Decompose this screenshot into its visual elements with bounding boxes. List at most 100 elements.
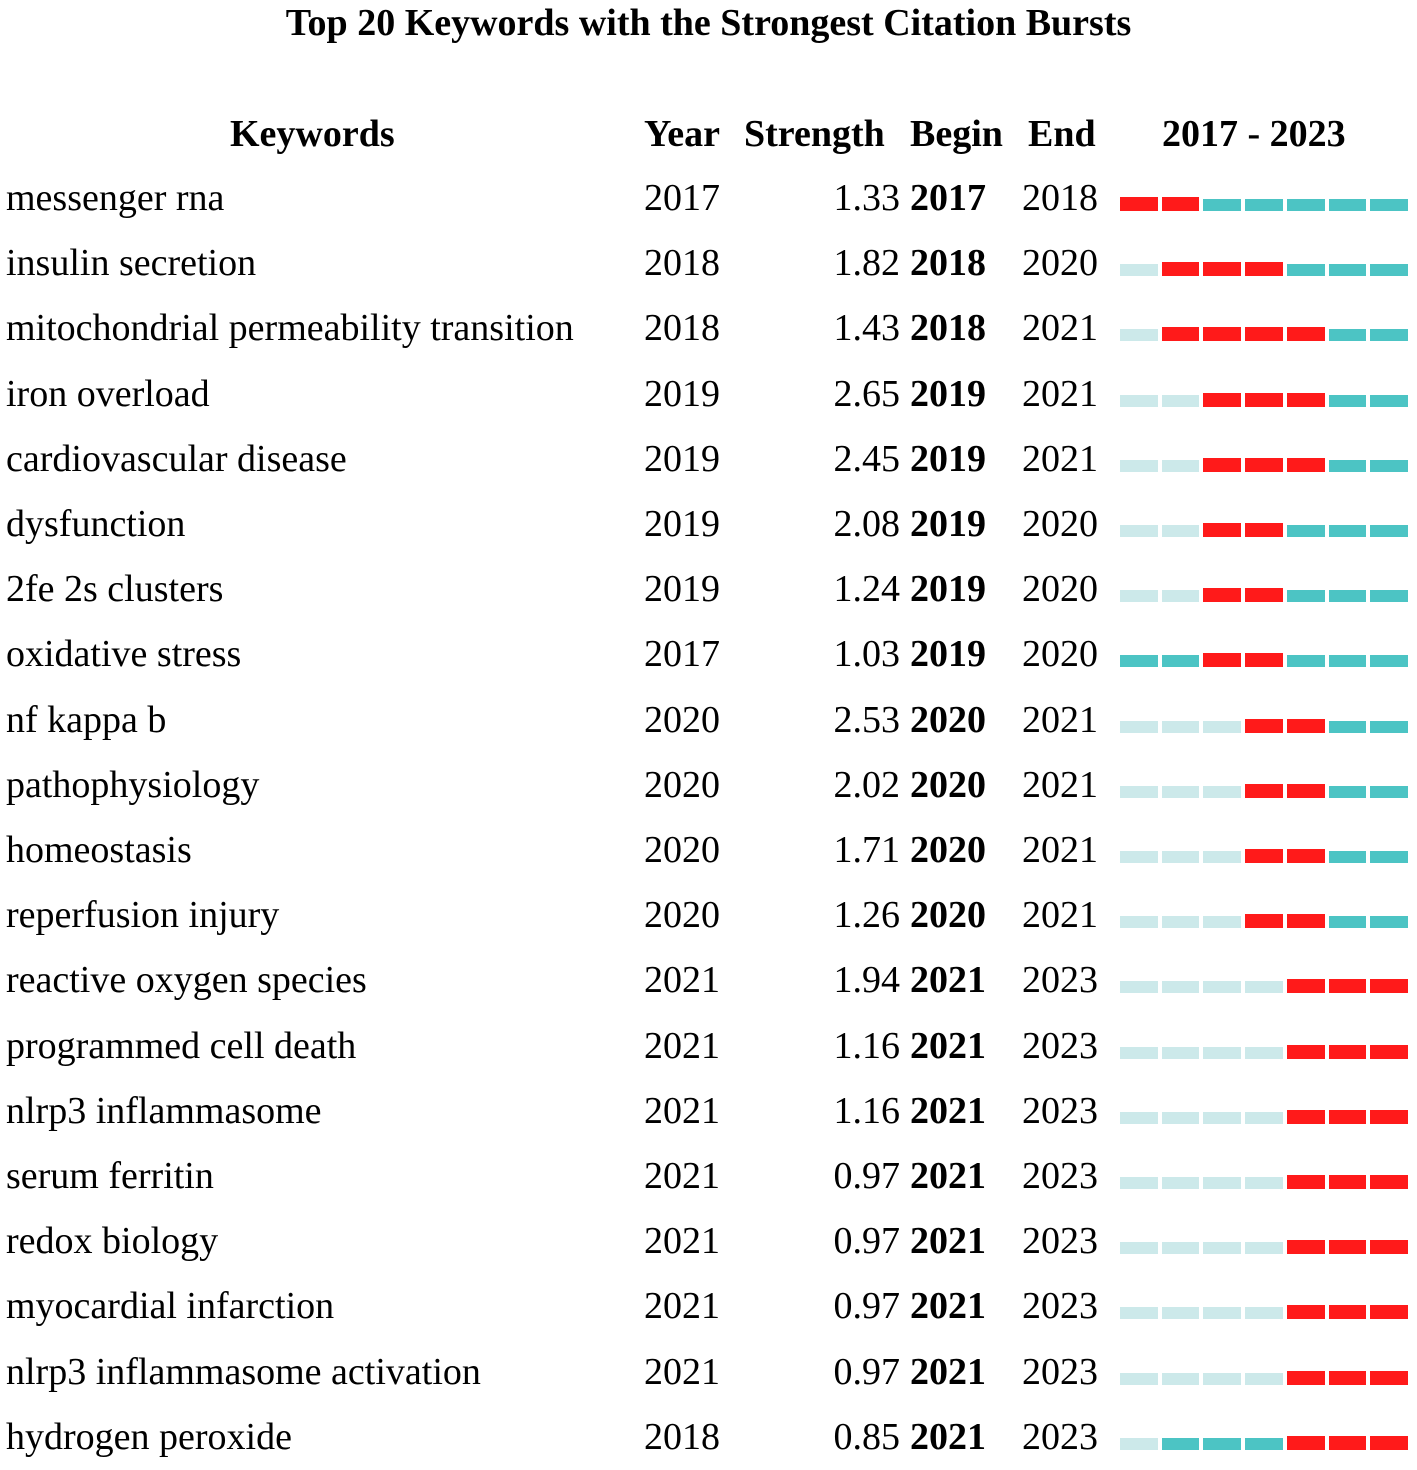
keyword-cell: nlrp3 inflammasome activation	[6, 1350, 481, 1393]
year-cell: 2017	[644, 633, 720, 676]
burst-timeline	[1120, 914, 1412, 930]
timeline-segment-burst	[1245, 327, 1283, 342]
keyword-cell: cardiovascular disease	[6, 437, 347, 480]
keyword-cell: nf kappa b	[6, 698, 167, 741]
burst-timeline	[1120, 197, 1412, 213]
burst-timeline	[1120, 1109, 1412, 1126]
strength-cell: 2.45	[833, 437, 901, 480]
timeline-segment-active	[1328, 459, 1367, 472]
header-begin: Begin	[910, 113, 1003, 155]
timeline-segment-burst	[1328, 1240, 1367, 1255]
timeline-segment-burst	[1286, 1109, 1325, 1124]
timeline-segment-inactive	[1245, 981, 1283, 994]
end-cell: 2021	[1022, 829, 1098, 871]
timeline-segment-inactive	[1245, 1046, 1283, 1059]
timeline-segment-burst	[1328, 1370, 1367, 1385]
keyword-cell: hydrogen peroxide	[6, 1415, 292, 1458]
timeline-segment-burst	[1328, 1109, 1367, 1124]
begin-cell: 2019	[910, 633, 986, 676]
begin-cell: 2021	[910, 959, 986, 1002]
timeline-segment-burst	[1370, 1305, 1408, 1320]
timeline-segment-inactive	[1120, 1177, 1158, 1189]
burst-timeline	[1120, 1435, 1412, 1452]
timeline-segment-burst	[1328, 1044, 1367, 1059]
year-cell: 2021	[644, 1024, 720, 1067]
end-cell: 2021	[1022, 894, 1098, 937]
timeline-segment-inactive	[1161, 590, 1200, 603]
timeline-segment-burst	[1370, 1109, 1408, 1124]
table-row: reperfusion injury 2020 1.26 2020 2021	[0, 883, 1417, 948]
keyword-cell: reactive oxygen species	[6, 959, 367, 1002]
burst-timeline	[1120, 588, 1412, 604]
burst-timeline	[1120, 1044, 1412, 1061]
begin-cell: 2019	[910, 372, 986, 415]
begin-cell: 2019	[910, 437, 986, 480]
timeline-segment-burst	[1286, 327, 1325, 342]
timeline-segment-inactive	[1245, 1372, 1283, 1385]
timeline-segment-inactive	[1120, 459, 1158, 472]
begin-cell: 2021	[910, 1285, 986, 1328]
year-cell: 2017	[644, 177, 720, 219]
header-year: Year	[644, 113, 720, 155]
header-range: 2017 - 2023	[1162, 113, 1346, 155]
timeline-segment-burst	[1286, 1240, 1325, 1255]
timeline-segment-active	[1370, 785, 1408, 798]
timeline-segment-active	[1328, 525, 1367, 537]
timeline-segment-burst	[1120, 197, 1158, 211]
table-row: nlrp3 inflammasome 2021 1.16 2021 2023	[0, 1079, 1417, 1144]
strength-cell: 2.65	[833, 372, 901, 415]
timeline-segment-active	[1286, 525, 1325, 537]
timeline-segment-active	[1328, 394, 1367, 407]
end-cell: 2020	[1022, 633, 1098, 676]
timeline-segment-inactive	[1161, 916, 1200, 929]
end-cell: 2020	[1022, 568, 1098, 611]
timeline-segment-burst	[1286, 718, 1325, 733]
timeline-segment-burst	[1245, 457, 1283, 472]
year-cell: 2021	[644, 1155, 720, 1197]
strength-cell: 0.97	[833, 1285, 901, 1328]
begin-cell: 2017	[910, 177, 986, 219]
burst-timeline	[1120, 1370, 1412, 1387]
header-end: End	[1028, 113, 1096, 155]
timeline-segment-burst	[1203, 392, 1242, 407]
timeline-segment-inactive	[1161, 1307, 1200, 1320]
timeline-segment-active	[1328, 329, 1367, 342]
timeline-segment-active	[1245, 1437, 1283, 1450]
year-cell: 2021	[644, 1350, 720, 1393]
end-cell: 2021	[1022, 372, 1098, 415]
timeline-segment-burst	[1286, 849, 1325, 863]
timeline-segment-burst	[1370, 1435, 1408, 1450]
burst-timeline	[1120, 1175, 1412, 1191]
strength-cell: 1.43	[833, 307, 901, 350]
begin-cell: 2020	[910, 698, 986, 741]
keyword-cell: messenger rna	[6, 177, 225, 219]
year-cell: 2021	[644, 1220, 720, 1263]
strength-cell: 1.94	[833, 959, 901, 1002]
burst-timeline	[1120, 849, 1412, 865]
burst-timeline	[1120, 523, 1412, 539]
table-row: insulin secretion 2018 1.82 2018 2020	[0, 231, 1417, 296]
timeline-segment-burst	[1286, 1435, 1325, 1450]
table-row: 2fe 2s clusters 2019 1.24 2019 2020	[0, 557, 1417, 622]
timeline-segment-inactive	[1161, 525, 1200, 537]
end-cell: 2023	[1022, 1155, 1098, 1197]
year-cell: 2020	[644, 763, 720, 806]
burst-timeline	[1120, 327, 1412, 343]
timeline-segment-burst	[1203, 653, 1242, 668]
keyword-cell: nlrp3 inflammasome	[6, 1089, 322, 1132]
timeline-segment-active	[1286, 590, 1325, 603]
timeline-segment-inactive	[1203, 1307, 1242, 1320]
timeline-segment-active	[1370, 394, 1408, 407]
timeline-segment-burst	[1161, 327, 1200, 342]
timeline-segment-inactive	[1203, 916, 1242, 929]
keyword-cell: insulin secretion	[6, 242, 257, 285]
strength-cell: 1.26	[833, 894, 901, 937]
timeline-segment-inactive	[1120, 1111, 1158, 1124]
timeline-segment-active	[1328, 720, 1367, 733]
year-cell: 2021	[644, 1089, 720, 1132]
timeline-segment-inactive	[1120, 590, 1158, 603]
end-cell: 2020	[1022, 503, 1098, 545]
timeline-segment-burst	[1286, 392, 1325, 407]
timeline-segment-burst	[1286, 1175, 1325, 1189]
timeline-segment-active	[1370, 655, 1408, 668]
